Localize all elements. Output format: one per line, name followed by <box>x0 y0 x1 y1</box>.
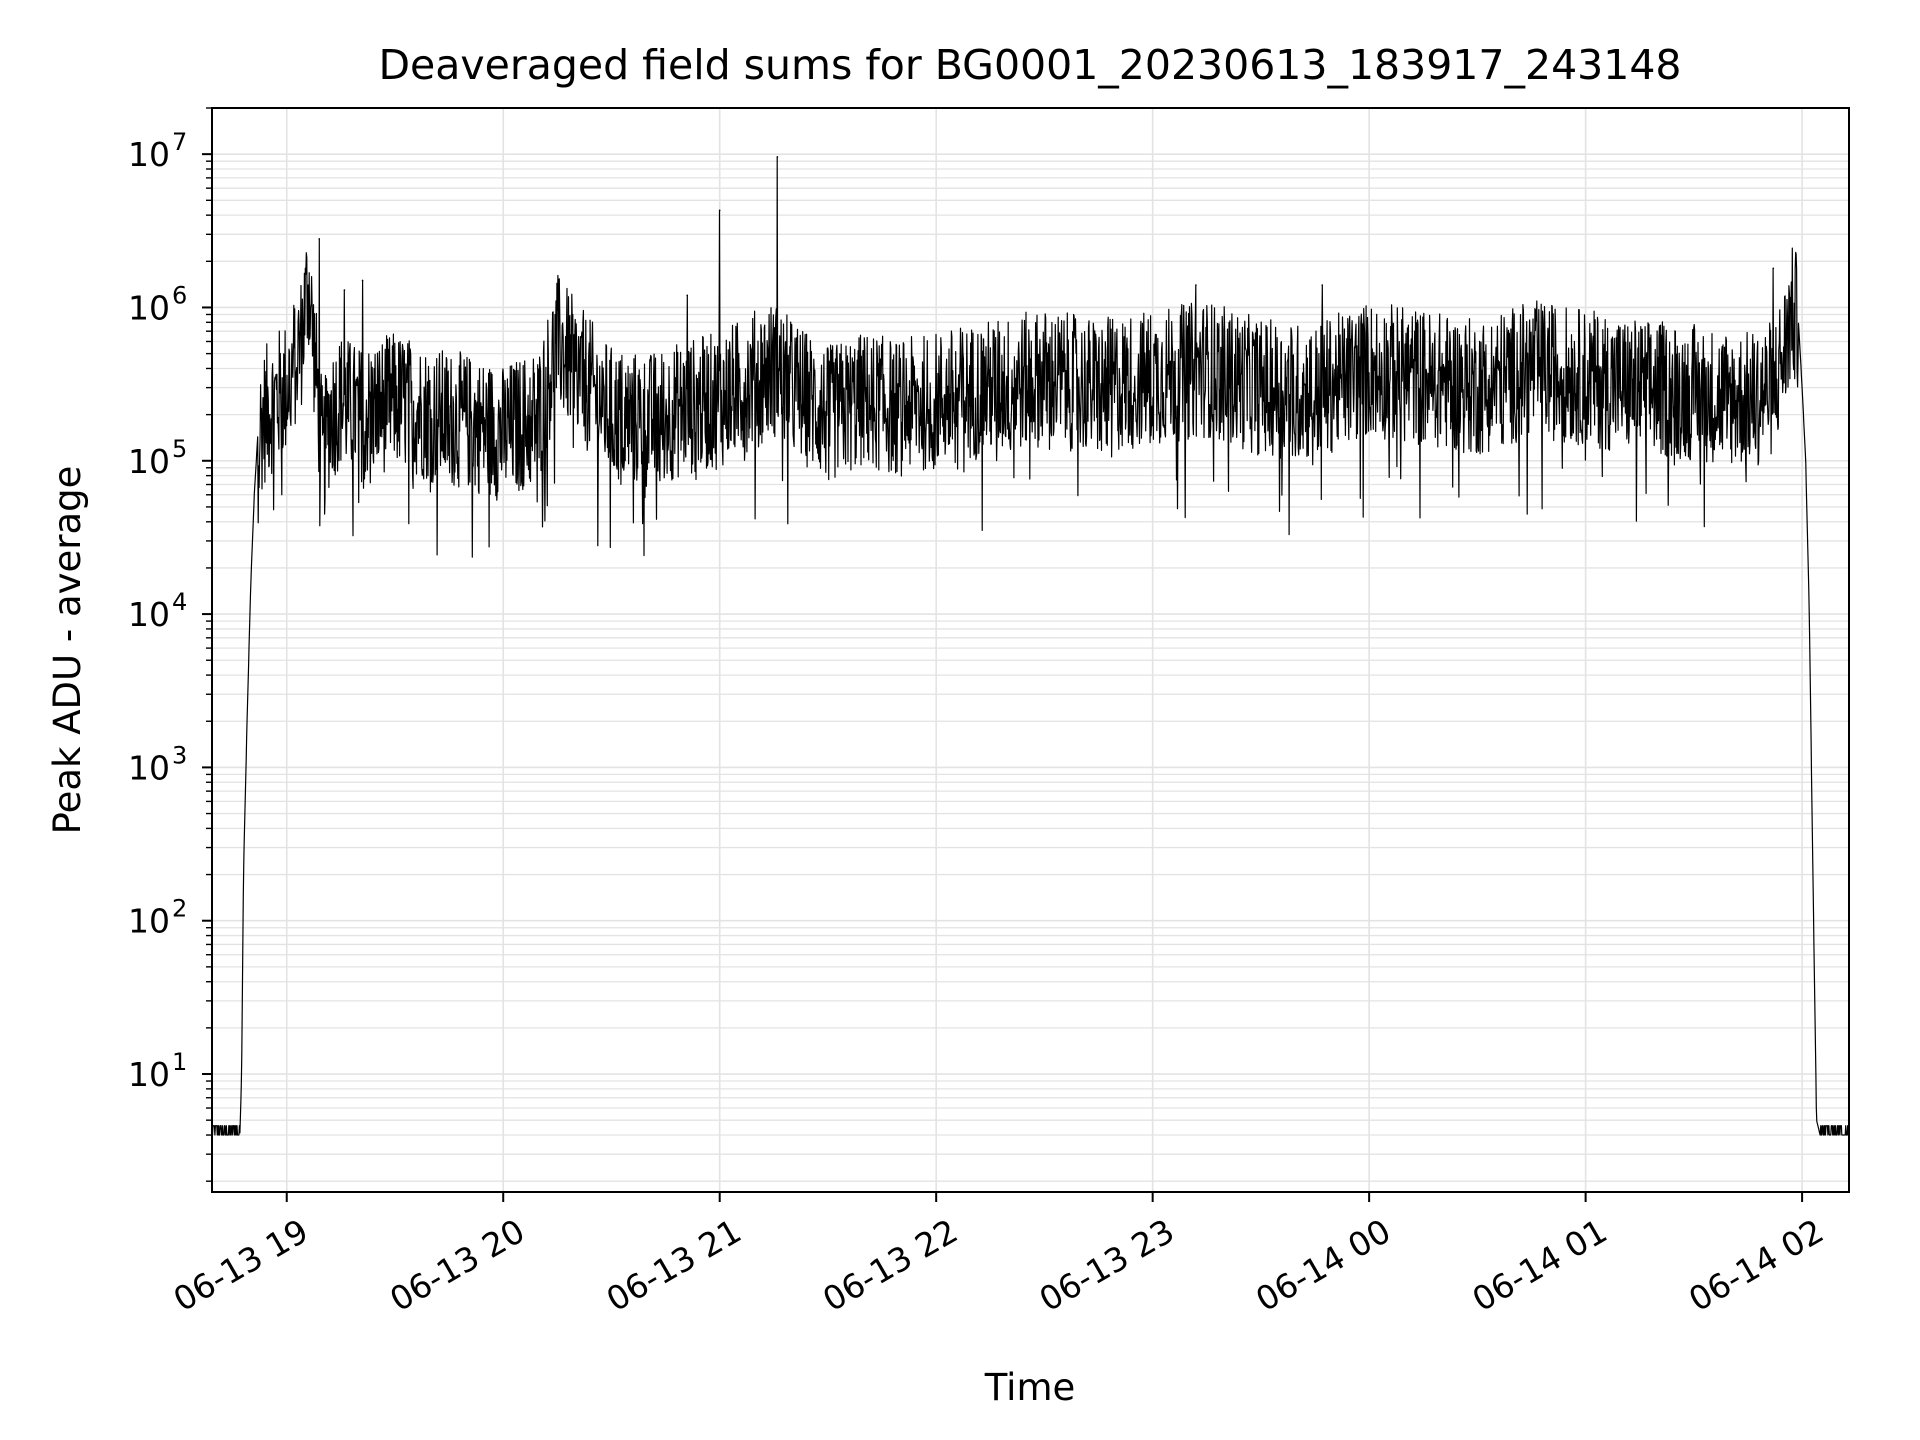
spike-point <box>718 209 721 212</box>
series-line <box>211 156 1850 1136</box>
y-tick-exponent: 1 <box>172 1048 187 1076</box>
spike-point <box>318 238 321 240</box>
x-tick-label: 06-13 21 <box>600 1211 748 1319</box>
y-tick-exponent: 7 <box>172 128 187 156</box>
y-tick-exponent: 3 <box>172 741 187 769</box>
y-tick-exponent: 2 <box>172 895 187 923</box>
y-tick-label: 10 4 <box>128 588 187 634</box>
spike-point <box>343 289 346 291</box>
y-tick-base: 10 <box>128 1055 170 1094</box>
y-tick-label: 10 3 <box>128 741 187 787</box>
y-tick-exponent: 6 <box>172 281 187 309</box>
grid <box>212 107 1849 1192</box>
x-tick-label: 06-13 20 <box>383 1211 531 1319</box>
spike-point <box>1321 284 1324 286</box>
spike-point <box>361 279 364 282</box>
y-tick-exponent: 5 <box>172 435 187 463</box>
spike-point <box>1195 284 1197 286</box>
y-tick-base: 10 <box>128 442 170 481</box>
y-tick-label: 10 2 <box>128 895 187 941</box>
y-tick-base: 10 <box>128 288 170 327</box>
spike-point <box>776 156 779 158</box>
chart-title: Deaveraged field sums for BG0001_2023061… <box>378 41 1681 89</box>
x-tick-label: 06-13 19 <box>167 1211 315 1319</box>
y-tick-base: 10 <box>128 595 170 634</box>
x-axis-label: Time <box>984 1366 1076 1409</box>
y-tick-label: 10 7 <box>128 128 187 174</box>
y-tick-base: 10 <box>128 902 170 941</box>
x-axis: 06-13 19 06-13 20 06-13 21 06-13 22 06-13 23… <box>167 1192 1830 1319</box>
plot-frame <box>211 107 1850 1193</box>
y-tick-base: 10 <box>128 748 170 787</box>
y-axis-label: Peak ADU - average <box>46 466 89 835</box>
y-tick-label: 10 1 <box>128 1048 187 1094</box>
x-tick-label: 06-14 00 <box>1249 1211 1397 1319</box>
x-tick-label: 06-14 02 <box>1682 1211 1830 1319</box>
data-series <box>211 156 1850 1136</box>
y-tick-label: 10 6 <box>128 281 187 327</box>
y-tick-base: 10 <box>128 135 170 174</box>
spike-point <box>1772 267 1775 270</box>
y-tick-label: 10 5 <box>128 435 187 481</box>
y-tick-exponent: 4 <box>172 588 187 616</box>
spike-point <box>686 294 689 297</box>
x-tick-label: 06-14 01 <box>1466 1211 1614 1319</box>
x-tick-label: 06-13 22 <box>816 1211 964 1319</box>
x-tick-label: 06-13 23 <box>1033 1211 1181 1319</box>
